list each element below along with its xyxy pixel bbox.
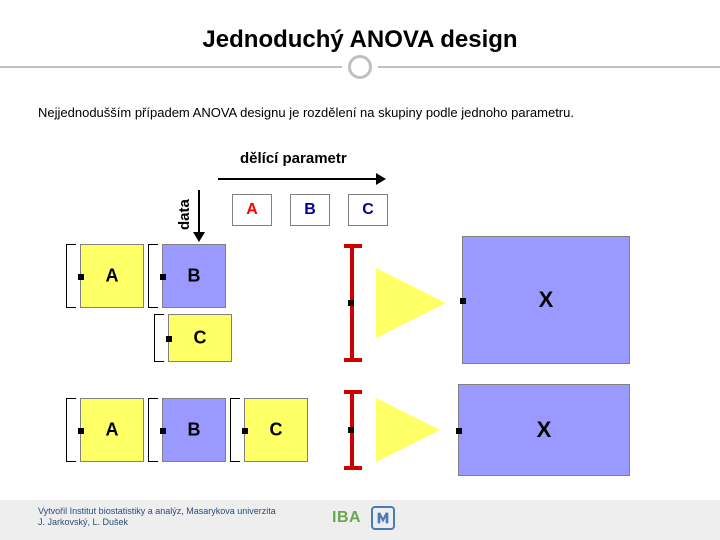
- iba-logo-icon: IBA: [332, 509, 361, 527]
- row1-box-label: C: [194, 328, 207, 349]
- row1-box-label: B: [188, 266, 201, 287]
- row2-box-b: B: [162, 398, 226, 462]
- handle-icon: [78, 428, 84, 434]
- diagram-canvas: dělící parametr data ABC ABCX ABCX: [38, 150, 682, 484]
- row2-box-label: B: [188, 420, 201, 441]
- slide-title: Jednoduchý ANOVA design: [0, 26, 720, 54]
- row1-box-b: B: [162, 244, 226, 308]
- handle-icon: [460, 298, 466, 304]
- row2-bracket-icon: [66, 398, 76, 462]
- row1-box-label: A: [106, 266, 119, 287]
- x-axis-label: dělící parametr: [240, 150, 347, 167]
- handle-icon: [348, 300, 354, 306]
- x-axis-arrow-icon: [218, 178, 378, 180]
- handle-icon: [160, 428, 166, 434]
- footer-credit: Vytvořil Institut biostatistiky a analýz…: [38, 506, 276, 528]
- footer: Vytvořil Institut biostatistiky a analýz…: [0, 500, 720, 540]
- handle-icon: [160, 274, 166, 280]
- handle-icon: [166, 336, 172, 342]
- handle-icon: [78, 274, 84, 280]
- header-box-b: B: [290, 194, 330, 226]
- intro-text: Nejjednodušším případem ANOVA designu je…: [38, 104, 682, 122]
- row2-result-box-label: X: [537, 417, 552, 443]
- handle-icon: [348, 427, 354, 433]
- y-axis-arrow-icon: [198, 190, 200, 234]
- header-box-a: A: [232, 194, 272, 226]
- mu-logo-icon: [371, 506, 395, 530]
- row1-box-a: A: [80, 244, 144, 308]
- row2-result-box-x: X: [458, 384, 630, 476]
- row1-bracket-icon: [66, 244, 76, 308]
- title-circle-icon: [348, 55, 372, 79]
- handle-icon: [242, 428, 248, 434]
- header-box-c: C: [348, 194, 388, 226]
- row2-box-label: A: [106, 420, 119, 441]
- row1-bracket-icon: [148, 244, 158, 308]
- row2-bracket-icon: [230, 398, 240, 462]
- row1-triangle-icon: [376, 268, 446, 338]
- row1-ibar-icon: [346, 244, 356, 362]
- footer-line2: J. Jarkovský, L. Dušek: [38, 517, 276, 528]
- row1-result-box-label: X: [539, 287, 554, 313]
- row2-triangle-icon: [376, 398, 440, 462]
- footer-line1: Vytvořil Institut biostatistiky a analýz…: [38, 506, 276, 517]
- row1-box-c: C: [168, 314, 232, 362]
- row2-bracket-icon: [148, 398, 158, 462]
- row1-bracket-icon: [154, 314, 164, 362]
- y-axis-label: data: [176, 199, 193, 230]
- row2-box-label: C: [270, 420, 283, 441]
- row2-ibar-icon: [346, 390, 356, 470]
- slide: Jednoduchý ANOVA design Nejjednodušším p…: [0, 0, 720, 540]
- row1-result-box-x: X: [462, 236, 630, 364]
- footer-logos: IBA: [332, 506, 395, 530]
- row2-box-a: A: [80, 398, 144, 462]
- handle-icon: [456, 428, 462, 434]
- row2-box-c: C: [244, 398, 308, 462]
